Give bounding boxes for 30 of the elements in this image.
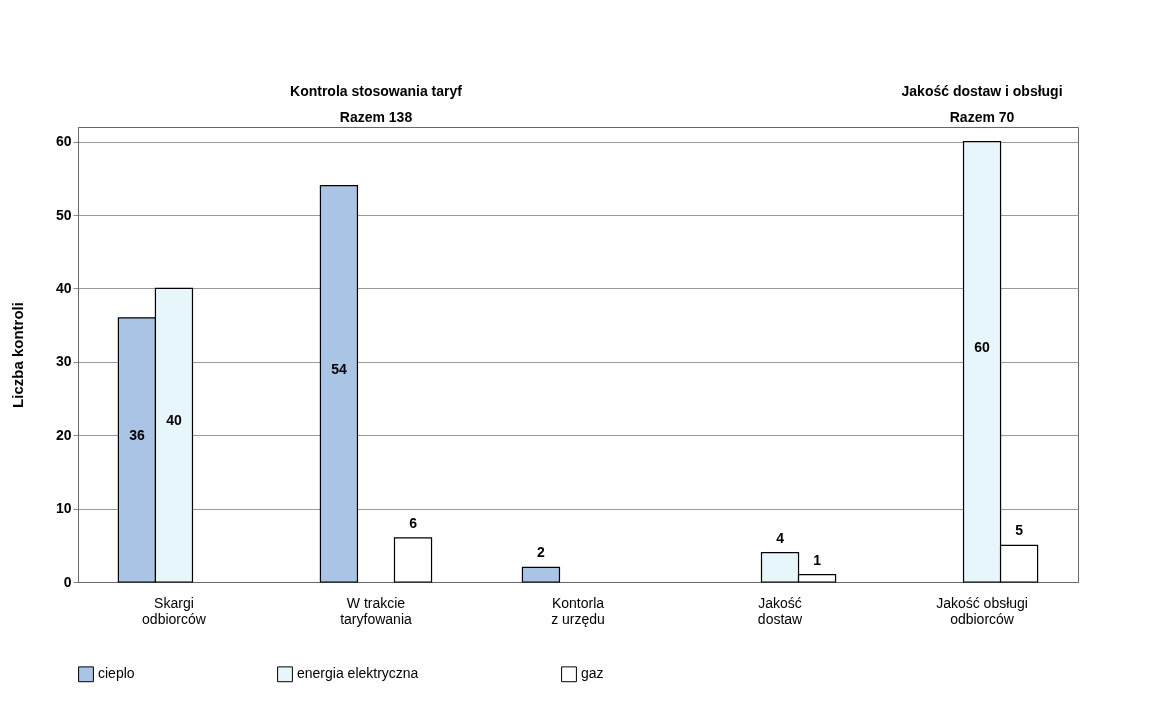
legend-label: energia elektryczna [297, 665, 419, 682]
bar [521, 566, 561, 583]
x-tick-label: W trakcie taryfowania [340, 594, 412, 627]
y-tick-label: 20 [55, 426, 72, 443]
bar [393, 537, 433, 583]
data-label: 2 [537, 544, 546, 561]
data-label: 1 [813, 551, 822, 568]
text: Kontrola stosowania taryf Razem 138 [290, 83, 463, 125]
y-tick-label: 40 [55, 279, 72, 296]
text: Jakość dostaw i obsługi Razem 70 [901, 83, 1063, 125]
data-label: 5 [1015, 522, 1024, 539]
y-tick-label: 50 [55, 206, 72, 223]
data-label: 36 [129, 426, 145, 443]
x-tick-label: Kontorla z urzędu [551, 594, 605, 627]
y-tick-label: 0 [63, 573, 72, 590]
data-label: 40 [166, 412, 182, 429]
legend-label: cieplo [98, 665, 135, 682]
y-axis-title: Liczba kontroli [8, 302, 26, 408]
legend-label: gaz [581, 665, 604, 682]
bar [319, 185, 359, 583]
data-label: 60 [974, 338, 991, 355]
x-tick-label: Jakość dostaw [757, 594, 804, 627]
y-tick-label: 30 [55, 353, 72, 370]
x-tick-label: Jakość obsługi odbiorców [936, 594, 1028, 627]
y-tick-label: 60 [55, 133, 72, 150]
data-label: 6 [409, 514, 418, 531]
data-label: 4 [776, 529, 785, 546]
data-label: 54 [331, 360, 347, 377]
x-tick-label: Skargi odbiorców [142, 594, 207, 627]
y-tick-label: 10 [55, 500, 72, 517]
